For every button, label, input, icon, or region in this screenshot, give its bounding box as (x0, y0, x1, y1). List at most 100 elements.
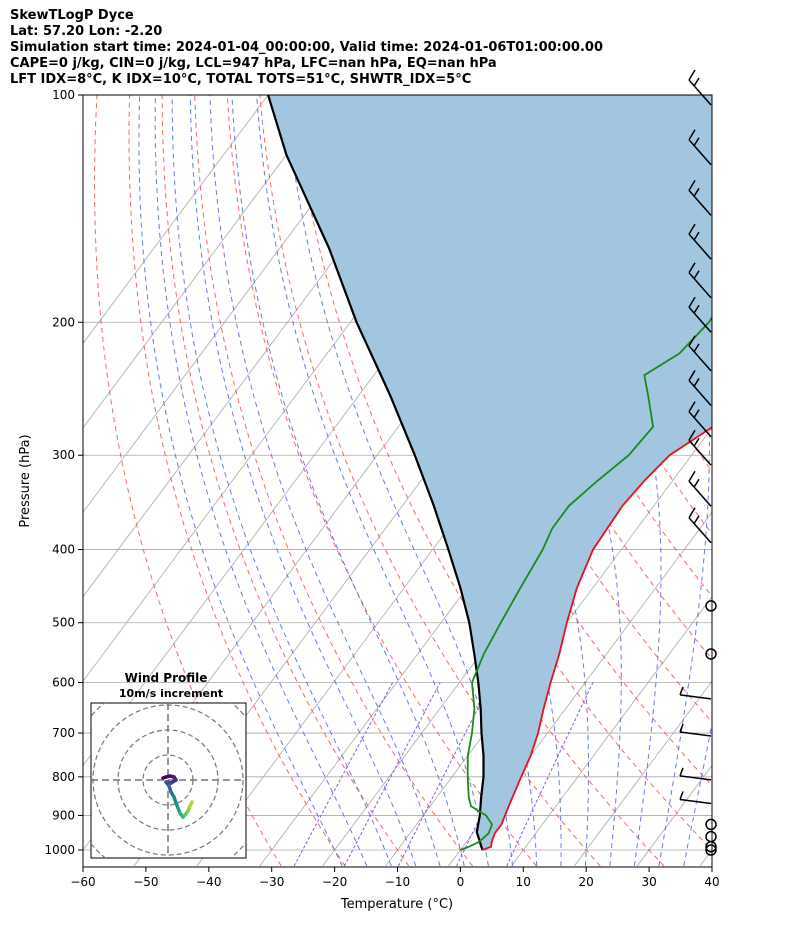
wind-barb-flag (693, 478, 700, 488)
x-axis-label: Temperature (°C) (340, 897, 453, 912)
x-tick-label: 40 (704, 875, 719, 889)
wind-barb-flag (688, 401, 696, 413)
x-tick-label: 20 (579, 875, 594, 889)
wind-barb-flag (688, 262, 696, 274)
page-title: SkewTLogP Dyce Lat: 57.20 Lon: -2.20 Sim… (10, 8, 603, 88)
y-axis-ticks: 100 200 300 400 500 600 700 800 900 1000 (44, 88, 83, 857)
wind-barb-flag (693, 378, 700, 387)
wind-barb-shaft (688, 139, 712, 166)
isotherm-line (699, 849, 712, 867)
temperature-line (482, 426, 712, 851)
wind-barb-shaft (688, 233, 712, 260)
x-axis-ticks: −60 −50 −40 −30 −20 −10 0 10 20 30 40 (70, 867, 720, 889)
wind-barb-shaft (688, 517, 712, 544)
wind-barb-flag (688, 470, 696, 482)
wind-barb-flag (688, 179, 696, 191)
wind-barbs (679, 69, 717, 856)
wind-barb-flag (693, 304, 700, 314)
hodograph-inset: Wind Profile 10m/s increment (90, 671, 247, 859)
dry-adiabat-line (194, 95, 473, 867)
moist-adiabat-line (209, 95, 441, 867)
y-tick-label: 100 (52, 88, 75, 102)
wind-barb-flag (693, 270, 700, 280)
dry-adiabat-line (716, 95, 794, 866)
moist-adiabat-line (138, 95, 343, 867)
calm-wind-circle (705, 600, 717, 612)
wind-barb-shaft (679, 694, 712, 700)
wind-barb-flag (679, 723, 684, 733)
y-tick-label: 900 (52, 808, 75, 822)
wind-barb-flag (693, 137, 700, 147)
isotherm-line (83, 95, 269, 345)
wind-barb-shaft (688, 480, 712, 507)
wind-barb-flag (693, 409, 700, 419)
x-tick-label: −50 (133, 875, 158, 889)
wind-barb-flag (693, 77, 700, 87)
moist-adiabat-line (256, 95, 489, 867)
wind-barb-flag (693, 343, 700, 353)
hodograph-plot (91, 703, 246, 858)
y-tick-label: 1000 (44, 843, 75, 857)
wind-barb-shaft (688, 189, 712, 216)
moist-adiabat-line (231, 95, 465, 867)
wind-barb-flag (693, 515, 700, 525)
isotherm-line (83, 95, 395, 513)
wind-barb-shaft (679, 775, 712, 781)
isotherm-line (511, 596, 712, 867)
wind-barb-shaft (688, 272, 712, 299)
y-axis-label: Pressure (hPa) (18, 434, 33, 527)
wind-barb-shaft (679, 731, 712, 737)
sounding-lines (267, 95, 712, 851)
wind-barb-flag (679, 686, 684, 696)
dry-adiabat-line (259, 95, 601, 867)
x-tick-label: 10 (516, 875, 531, 889)
wind-barb-shaft (688, 411, 712, 438)
hodograph-subtitle: 10m/s increment (119, 687, 223, 700)
y-tick-label: 400 (52, 543, 75, 557)
x-tick-label: −60 (70, 875, 95, 889)
y-tick-label: 500 (52, 616, 75, 630)
x-tick-label: 0 (457, 875, 465, 889)
y-tick-label: 300 (52, 448, 75, 462)
moist-adiabat-line (154, 95, 368, 867)
y-tick-label: 800 (52, 770, 75, 784)
x-tick-label: 30 (641, 875, 656, 889)
hodograph-trace-segment (188, 800, 194, 808)
title-line-location: Lat: 57.20 Lon: -2.20 (10, 24, 163, 39)
wind-barb-flag (688, 296, 696, 308)
wind-barb-flag (688, 507, 696, 519)
wind-barb-flag (688, 129, 696, 141)
moist-adiabat-line (171, 95, 392, 867)
dry-adiabat-line (781, 95, 794, 866)
wind-barb-shaft (688, 345, 712, 372)
cape-shade-region (268, 95, 712, 850)
wind-barb-shaft (688, 79, 712, 106)
hodograph-title: Wind Profile (125, 671, 208, 685)
wind-barb-flag (693, 187, 700, 197)
calm-wind-circle (705, 818, 717, 831)
title-line-times: Simulation start time: 2024-01-04_00:00:… (10, 40, 603, 55)
dry-adiabat-line (749, 95, 794, 866)
wind-barb-flag (679, 791, 684, 800)
calm-wind-circle (705, 648, 717, 660)
wind-barb-shaft (688, 439, 712, 466)
isotherm-line (83, 95, 332, 429)
wind-barb-flag (688, 335, 696, 347)
calm-wind-circle (705, 840, 717, 853)
wind-barb-flag (688, 69, 696, 81)
wind-barb-flag (688, 223, 696, 235)
moist-adiabat-line (683, 721, 712, 867)
wind-barb-shaft (688, 379, 712, 406)
wind-barb-shaft (688, 306, 712, 333)
title-line-cape: CAPE=0 j/kg, CIN=0 j/kg, LCL=947 hPa, LF… (10, 56, 497, 71)
moist-adiabat-line (189, 95, 417, 867)
y-tick-label: 600 (52, 676, 75, 690)
x-tick-label: −20 (322, 875, 347, 889)
cape-shading (268, 95, 712, 850)
mixing-ratio-line (397, 682, 492, 867)
x-tick-label: −30 (259, 875, 284, 889)
mixing-ratio-line (343, 682, 441, 867)
dry-adiabat-line (128, 95, 346, 867)
x-tick-label: −40 (196, 875, 221, 889)
